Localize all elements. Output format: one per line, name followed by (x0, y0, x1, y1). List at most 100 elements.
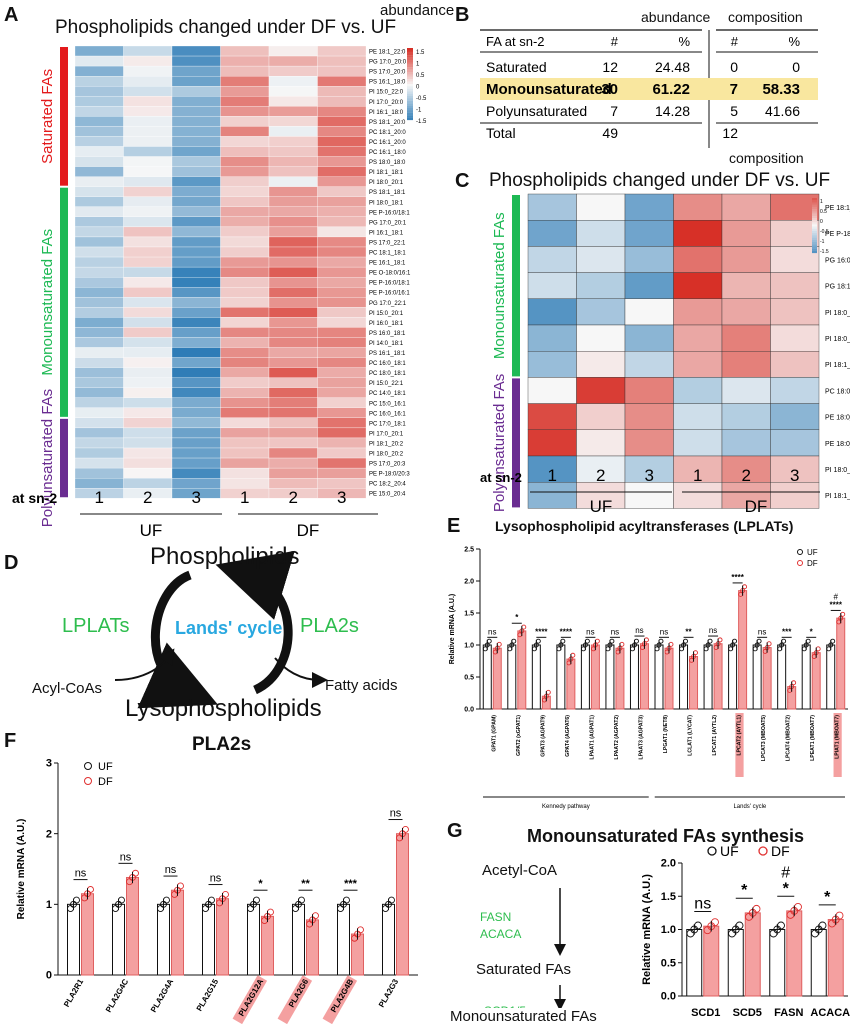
heatmap-cell-c (624, 193, 674, 221)
category-highlight (322, 975, 358, 1025)
legend-swatch-c (812, 209, 817, 212)
group-bar-2 (60, 418, 68, 498)
legend-tick: 0 (416, 85, 420, 91)
category-group: LPEAT1 (MBOAT7) (810, 715, 816, 761)
category-label: PLA2G12A (237, 977, 266, 1018)
heatmap-cell (171, 86, 221, 97)
row-label: PC 16:1_18:0 (369, 150, 406, 156)
heatmap-cell (317, 276, 367, 288)
heatmap-cell-c (770, 403, 820, 431)
point-df (177, 882, 184, 890)
point-uf (658, 638, 664, 644)
heatmap-cell-c (527, 403, 577, 431)
bar-df (703, 925, 720, 997)
heatmap-cell (220, 317, 270, 328)
heatmap-cell (317, 317, 367, 328)
heatmap-cell (317, 45, 367, 57)
heatmap-cell (268, 65, 318, 77)
heatmap-cell (268, 297, 318, 308)
row-label: PI 18:0_20:1 (369, 180, 404, 186)
heatmap-cell (171, 226, 221, 238)
heatmap-cell (268, 226, 318, 238)
legend-swatch-c (812, 215, 817, 218)
heatmap-cell (220, 297, 270, 308)
heatmap-cell (171, 65, 221, 77)
row-label: PC 18:1_18:1 (369, 251, 406, 257)
point-uf (781, 638, 787, 644)
point-uf (707, 638, 713, 644)
heatmap-cell (317, 176, 367, 187)
heatmap-cell (74, 287, 124, 298)
group-bar-0 (60, 47, 68, 186)
legend-swatch (407, 96, 413, 99)
category-label: PLA2G15 (195, 977, 221, 1013)
heatmap-cell (220, 55, 270, 67)
y-axis-label: Relative mRNA (A.U.) (641, 874, 653, 985)
bar-uf (202, 903, 215, 976)
legend-tick: 1.5 (416, 50, 425, 56)
category-highlight (277, 975, 313, 1025)
y-tick-label: 1.5 (661, 891, 676, 903)
heatmap-cell-c (673, 298, 723, 326)
heatmap-cell (171, 367, 221, 378)
heatmap-cell (171, 206, 221, 218)
heatmap-cell (220, 287, 270, 298)
bar-df (261, 915, 274, 976)
row-label: PC 15:0_16:1 (369, 401, 406, 407)
heatmap-cell (74, 337, 124, 348)
heatmap-cell (74, 467, 124, 479)
bar-uf (337, 903, 350, 976)
heatmap-cell (317, 347, 367, 358)
heatmap-cell (220, 45, 270, 57)
category-group: PLA2G3 (377, 977, 401, 1009)
heatmap-cell-c (770, 246, 820, 273)
heatmap-cell (268, 367, 318, 378)
category-group: SCD5 (733, 1007, 762, 1019)
category-group: LPCAT3 (MBOAT5) (761, 715, 767, 761)
y-tick-label: 2 (46, 828, 52, 840)
row-label: PC 18:0_18:1 (369, 371, 406, 377)
panel-b-composition-header: composition (728, 9, 803, 25)
sig-label: ns (611, 627, 619, 636)
heatmap-cell-c (624, 350, 674, 378)
sig-extra: # (834, 592, 839, 601)
panel-a-heatmap: Saturated FAs PE 18:1_22:0 PG 17:0_20:0 PS … (12, 45, 427, 540)
row-label: PS 18:1_18:1 (369, 190, 406, 196)
heatmap-cell (123, 96, 173, 107)
category-group: LPCAT2 (AYTL1) (735, 713, 744, 777)
heatmap-cell (268, 307, 318, 318)
x-tick-c: 3 (790, 466, 799, 485)
panel-g-title: Monounsaturated FAs synthesis (527, 826, 805, 846)
legend-swatch-c (812, 239, 817, 243)
heatmap-cell (268, 397, 318, 408)
heatmap-cell (317, 307, 367, 318)
heatmap-cell-c (721, 377, 771, 404)
heatmap-cell (123, 186, 173, 197)
legend-swatch (407, 67, 413, 70)
y-axis-label: Relative mRNA (A.U.) (449, 594, 456, 665)
row-label: PC 18:1_20:0 (369, 130, 406, 136)
legend-swatch-c (812, 198, 817, 201)
heatmap-cell-c (576, 272, 626, 299)
category-group: LPAAT1 (AGPAT1) (589, 715, 595, 760)
table-cell: 7 (610, 103, 618, 119)
heatmap-cell (317, 287, 367, 298)
row-label: PC 16:1_20:0 (369, 140, 406, 146)
heatmap-cell (220, 65, 270, 77)
heatmap-cell (123, 457, 173, 469)
heatmap-cell (317, 196, 367, 207)
x-tick: 2 (143, 488, 152, 507)
heatmap-cell (268, 447, 318, 459)
bar-df (396, 833, 409, 976)
heatmap-cell (123, 126, 173, 137)
legend-tick: 0.5 (416, 73, 425, 79)
row-label-c: PI 18:1_18:1 (825, 362, 850, 369)
point-df (222, 890, 229, 898)
heatmap-cell (123, 196, 173, 207)
heatmap-cell-c (673, 324, 723, 352)
heatmap-cell (123, 317, 173, 328)
legend-swatch-c (812, 250, 817, 254)
legend-swatch (407, 62, 413, 65)
point-df (644, 637, 649, 643)
heatmap-cell (171, 45, 221, 57)
